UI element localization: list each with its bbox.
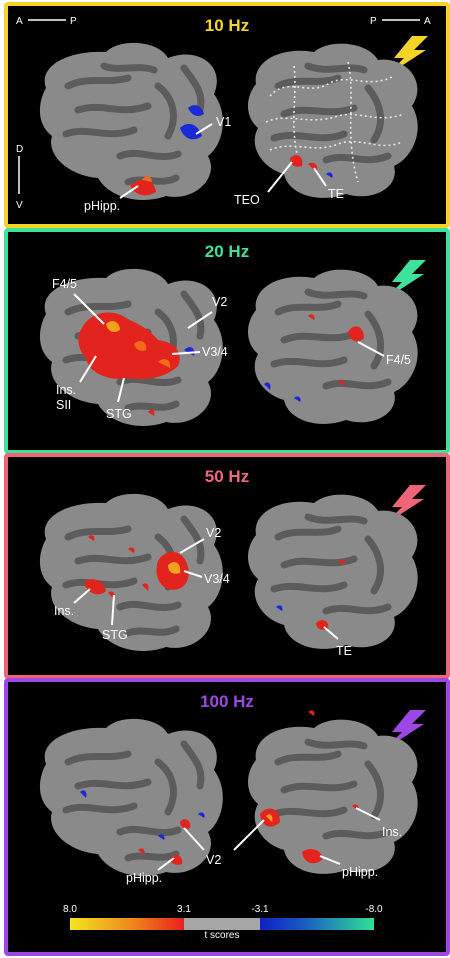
label-v34: V3/4 — [204, 572, 230, 586]
brain-flatmap-left — [39, 268, 223, 426]
brain-flatmap-right — [248, 494, 418, 649]
label-ins: Ins. — [54, 604, 74, 618]
brain-flatmap-left — [39, 493, 223, 651]
posterior-label-left: P — [70, 16, 77, 27]
label-phipp-left: pHipp. — [126, 871, 162, 885]
label-te: TE — [336, 644, 352, 658]
label-stg: STG — [106, 407, 132, 421]
orientation-ap-left: A P — [16, 16, 77, 27]
panel-title-100hz: 100 Hz — [200, 692, 254, 711]
brain-flatmap-right — [248, 269, 418, 424]
orientation-ap-right: P A — [370, 16, 431, 27]
label-ins: Ins. — [382, 825, 402, 839]
label-te: TE — [328, 187, 344, 201]
colorbar: 8.0 3.1 -3.1 -8.0 t scores — [63, 904, 383, 941]
anterior-label-right: A — [424, 16, 431, 27]
label-ins: Ins. — [56, 383, 76, 397]
label-f45-right: F4/5 — [386, 353, 411, 367]
label-f45-left: F4/5 — [52, 277, 77, 291]
label-phipp-right: pHipp. — [342, 865, 378, 879]
colorbar-tick-3-1: 3.1 — [177, 904, 191, 915]
label-teo: TEO — [234, 193, 260, 207]
label-v1: V1 — [216, 115, 231, 129]
brain-flatmap-left — [39, 718, 223, 876]
colorbar-title: t scores — [204, 930, 240, 941]
panel-20hz-figure: F4/5 V2 V3/4 Ins. SII STG F4/5 — [39, 260, 426, 426]
panel-10hz: 10 Hz A P P A D V — [4, 2, 450, 228]
label-v2: V2 — [212, 295, 227, 309]
dorsal-label: D — [16, 144, 23, 155]
label-stg: STG — [102, 628, 128, 642]
colorbar-tick-8: 8.0 — [63, 904, 77, 915]
panel-50hz: 50 Hz V2 V3/4 Ins. STG TE — [4, 453, 450, 679]
panel-title-50hz: 50 Hz — [204, 467, 250, 486]
label-v34: V3/4 — [202, 345, 228, 359]
orientation-dv: D V — [16, 144, 23, 211]
panel-100hz: 100 Hz pHipp. V2 Ins. pHip — [4, 678, 450, 956]
colorbar-gradient — [70, 918, 374, 930]
panel-title-10hz: 10 Hz — [204, 16, 250, 35]
ventral-label: V — [16, 200, 23, 211]
panel-20hz: 20 Hz F4/5 V2 V3/4 Ins. SII — [4, 228, 450, 454]
panel-title-20hz: 20 Hz — [204, 242, 250, 261]
anterior-label-left: A — [16, 16, 23, 27]
panel-50hz-figure: V2 V3/4 Ins. STG TE — [39, 485, 426, 658]
panel-10hz-figure: A P P A D V — [16, 16, 431, 213]
label-v2: V2 — [206, 526, 221, 540]
brain-flatmap-left — [39, 42, 223, 200]
brain-flatmap-right — [248, 710, 418, 874]
colorbar-tick-neg3-1: -3.1 — [251, 904, 269, 915]
colorbar-tick-neg8: -8.0 — [365, 904, 383, 915]
posterior-label-right: P — [370, 16, 377, 27]
panel-100hz-figure: pHipp. V2 Ins. pHipp. — [39, 710, 426, 885]
label-v2: V2 — [206, 853, 221, 867]
brain-flatmap-right — [248, 43, 418, 198]
label-phipp: pHipp. — [84, 199, 120, 213]
label-sii: SII — [56, 398, 71, 412]
